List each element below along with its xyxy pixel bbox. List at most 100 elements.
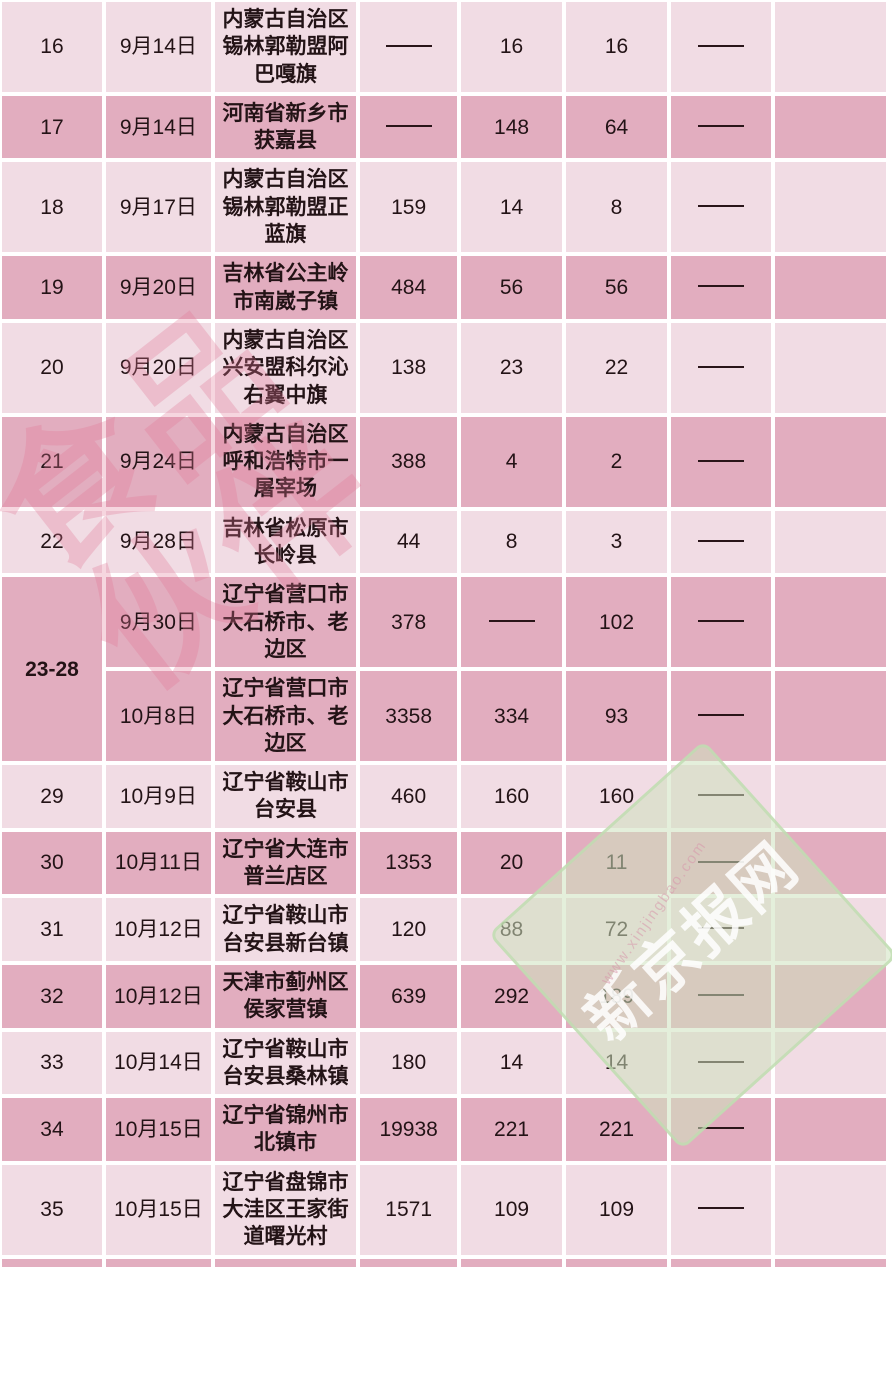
cell-location: 辽宁省营口市大石桥市、老边区 [214,577,357,668]
table-row: 32 10月12日 天津市蓟州区侯家营镇 639 292 189 [2,964,886,1028]
cell-case-count: 23 [461,322,563,413]
cell-stock-count: 378 [360,577,458,668]
no-data-dash [697,794,744,797]
cell-remark [774,831,886,895]
cell-cull-count [670,416,771,507]
cell-cull-count [670,322,771,413]
cell-case-count: 20 [461,831,563,895]
cell-death-count: 221 [566,1098,667,1161]
cell-date: 9月20日 [105,256,211,319]
no-data-dash [697,1127,744,1130]
cell-case-count: 334 [461,671,563,762]
no-data-dash [697,285,744,288]
cell-date: 9月28日 [105,510,211,574]
no-data-dash [697,459,744,462]
cell-remark [774,765,886,828]
cell-location: 辽宁省鞍山市台安县 [214,765,357,828]
cell-date: 10月11日 [105,831,211,895]
cell-date: 10月12日 [105,898,211,961]
no-data-dash [385,124,432,127]
cell-case-count: 88 [461,898,563,961]
table-row: 17 9月14日 河南省新乡市获嘉县 148 64 [2,95,886,159]
table-row: 18 9月17日 内蒙古自治区锡林郭勒盟正蓝旗 159 14 8 [2,162,886,253]
cell-case-count: 160 [461,765,563,828]
cell-serial-number: 21 [2,416,102,507]
no-data-dash [697,620,744,623]
cell-date: 10月15日 [105,1164,211,1255]
cell-cull-count [670,671,771,762]
cell-death-count: 8 [566,162,667,253]
cell-location: 辽宁省盘锦市大洼区王家街道曙光村 [214,1164,357,1255]
cell-cull-count [670,510,771,574]
cell-remark [774,256,886,319]
cell-death-count: 72 [566,898,667,961]
table-row: 31 10月12日 辽宁省鞍山市台安县新台镇 120 88 72 [2,898,886,961]
cell-stock-count: 388 [360,416,458,507]
cell-case-count: 109 [461,1164,563,1255]
cell-date: 9月30日 [105,577,211,668]
table-row: 34 10月15日 辽宁省锦州市北镇市 19938 221 221 [2,1098,886,1161]
cell-death-count: 64 [566,95,667,159]
cell-case-count: 4 [461,416,563,507]
cell-cull-count [670,1164,771,1255]
cell-serial-number: 16 [2,2,102,92]
no-data-dash [697,205,744,208]
no-data-dash [697,44,744,47]
no-data-dash [697,539,744,542]
cell-case-count: 14 [461,162,563,253]
cell-cull-count [670,577,771,668]
cell-death-count: 3 [566,510,667,574]
cell-stock-count: 1571 [360,1164,458,1255]
cell-death-count: 14 [566,1031,667,1095]
no-data-dash [697,1207,744,1210]
table-body: 16 9月14日 内蒙古自治区锡林郭勒盟阿巴嘎旗 16 16 17 9月14日 河南省新乡市获… [2,2,886,1267]
no-data-dash [697,124,744,127]
cell-serial-number: 19 [2,256,102,319]
cell-cull-count [670,1098,771,1161]
table-row [2,1258,886,1267]
cell-location: 辽宁省锦州市北镇市 [214,1098,357,1161]
cell-serial-number: 18 [2,162,102,253]
cell-death-count: 93 [566,671,667,762]
cell-serial-number: 35 [2,1164,102,1255]
cell-cull-count [670,162,771,253]
no-data-dash [385,44,432,47]
cell-case-count: 14 [461,1031,563,1095]
cell-location: 辽宁省鞍山市台安县新台镇 [214,898,357,961]
cell-location: 吉林省公主岭市南崴子镇 [214,256,357,319]
cell-remark [774,1031,886,1095]
cell-location: 内蒙古自治区锡林郭勒盟阿巴嘎旗 [214,2,357,92]
cell-serial-number: 22 [2,510,102,574]
cell-date: 10月8日 [105,671,211,762]
no-data-dash [697,365,744,368]
cell-date: 9月24日 [105,416,211,507]
cell-remark [774,898,886,961]
cell-cull-count [670,765,771,828]
cell-cull-count [670,1258,771,1267]
cell-stock-count: 639 [360,964,458,1028]
table-row: 20 9月20日 内蒙古自治区兴安盟科尔沁右翼中旗 138 23 22 [2,322,886,413]
cell-remark [774,162,886,253]
cell-death-count: 22 [566,322,667,413]
cell-serial-number: 33 [2,1031,102,1095]
cell-date: 10月9日 [105,765,211,828]
cell-remark [774,577,886,668]
cell-remark [774,964,886,1028]
cell-remark [774,1258,886,1267]
cell-remark [774,416,886,507]
cell-location: 天津市蓟州区侯家营镇 [214,964,357,1028]
cell-serial-number: 31 [2,898,102,961]
cell-case-count: 221 [461,1098,563,1161]
cell-death-count: 2 [566,416,667,507]
cell-remark [774,322,886,413]
cell-date: 10月12日 [105,964,211,1028]
cell-remark [774,671,886,762]
cell-death-count [566,1258,667,1267]
cell-serial-number: 32 [2,964,102,1028]
cell-death-count: 160 [566,765,667,828]
table-row: 29 10月9日 辽宁省鞍山市台安县 460 160 160 [2,765,886,828]
cell-remark [774,510,886,574]
cell-location: 内蒙古自治区呼和浩特市一屠宰场 [214,416,357,507]
table-row: 33 10月14日 辽宁省鞍山市台安县桑林镇 180 14 14 [2,1031,886,1095]
